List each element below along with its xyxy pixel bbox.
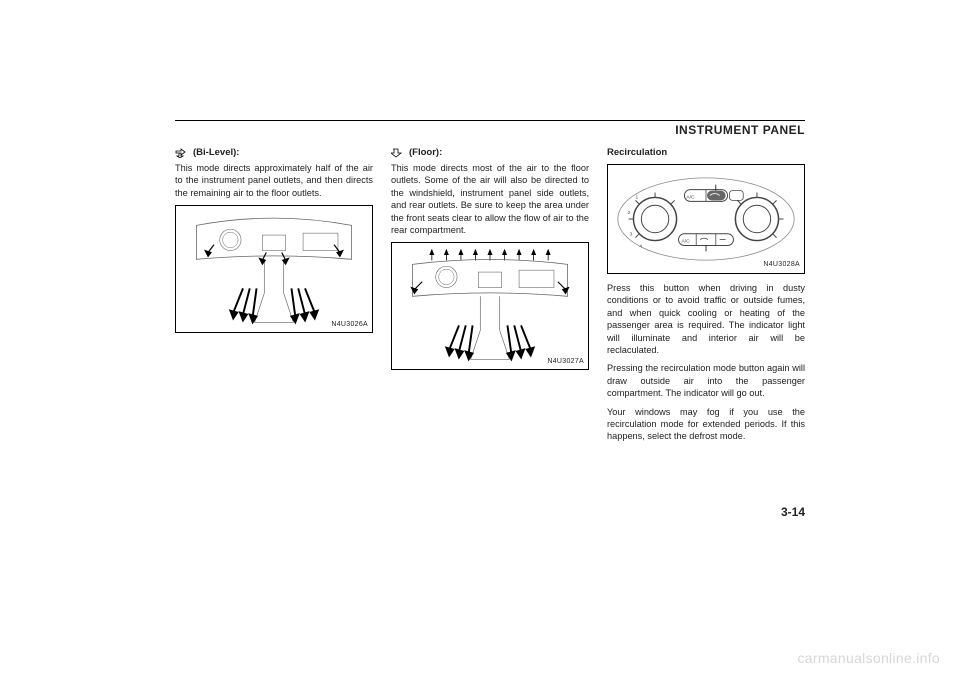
page-content: INSTRUMENT PANEL (Bi-Level): This mode d… <box>175 120 805 449</box>
section-header: INSTRUMENT PANEL <box>175 123 805 137</box>
svg-text:3: 3 <box>630 231 633 237</box>
svg-text:A/C: A/C <box>682 238 691 244</box>
column-1: (Bi-Level): This mode directs approximat… <box>175 147 373 449</box>
figure-label-1: N4U3026A <box>331 320 368 329</box>
column-2: (Floor): This mode directs most of the a… <box>391 147 589 449</box>
page-number: 3-14 <box>781 505 805 519</box>
recirculation-heading-text: Recirculation <box>607 147 667 160</box>
recirculation-p3: Your windows may fog if you use the reci… <box>607 406 805 443</box>
floor-heading: (Floor): <box>391 147 589 160</box>
recirculation-heading: Recirculation <box>607 147 805 160</box>
header-rule <box>175 120 805 121</box>
figure-bilevel: N4U3026A <box>175 205 373 333</box>
recirculation-p1: Press this button when driving in dusty … <box>607 282 805 357</box>
bilevel-body: This mode directs approximately half of … <box>175 162 373 199</box>
svg-text:2: 2 <box>628 210 631 216</box>
floor-body: This mode directs most of the air to the… <box>391 162 589 237</box>
bilevel-heading-text: (Bi-Level): <box>193 147 239 160</box>
svg-text:4: 4 <box>639 243 642 249</box>
watermark: carmanualsonline.info <box>798 650 941 666</box>
column-3: Recirculation 1 <box>607 147 805 449</box>
figure-floor: N4U3027A <box>391 242 589 370</box>
bilevel-heading: (Bi-Level): <box>175 147 373 160</box>
figure-label-3: N4U3028A <box>763 260 800 269</box>
bilevel-icon <box>175 148 189 158</box>
recirculation-p2: Pressing the recirculation mode button a… <box>607 362 805 399</box>
floor-heading-text: (Floor): <box>409 147 442 160</box>
figure-label-2: N4U3027A <box>547 357 584 366</box>
column-container: (Bi-Level): This mode directs approximat… <box>175 147 805 449</box>
dashboard-diagram-2 <box>392 243 588 369</box>
climate-control-diagram: 1 2 3 4 A/C A/C <box>608 165 804 273</box>
figure-recirculation: 1 2 3 4 A/C A/C <box>607 164 805 274</box>
dashboard-diagram-1 <box>176 206 372 332</box>
floor-icon <box>391 148 405 158</box>
svg-text:A/C: A/C <box>686 194 695 200</box>
svg-text:1: 1 <box>635 194 638 200</box>
